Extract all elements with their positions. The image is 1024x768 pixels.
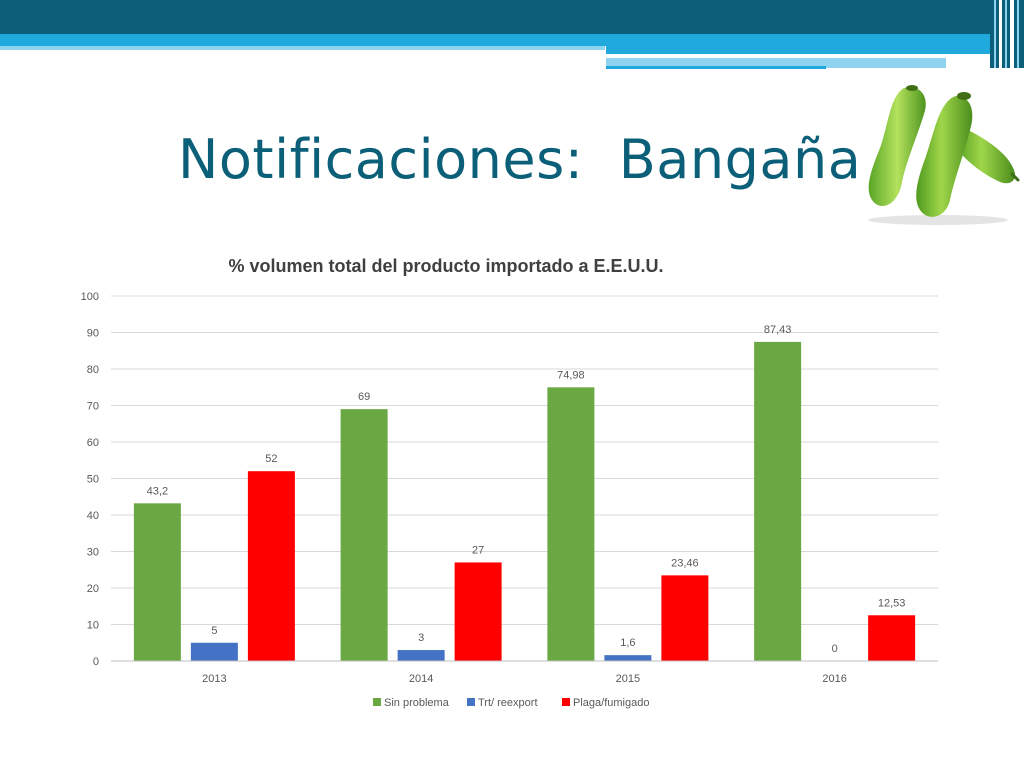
y-tick-label: 50 <box>87 474 99 486</box>
data-label: 1,6 <box>620 637 635 649</box>
data-label: 74,98 <box>557 369 585 381</box>
x-tick-label: 2013 <box>202 673 226 685</box>
bar-chart: % volumen total del producto importado a… <box>81 256 938 709</box>
y-tick-label: 100 <box>81 291 99 303</box>
chart-title: % volumen total del producto importado a… <box>228 256 663 276</box>
y-tick-label: 80 <box>87 364 99 376</box>
data-label: 3 <box>418 632 424 644</box>
bar <box>661 575 709 661</box>
bar <box>397 650 445 661</box>
y-tick-label: 40 <box>87 510 99 522</box>
bar <box>454 562 502 661</box>
data-label: 87,43 <box>764 324 792 336</box>
bar <box>754 341 802 661</box>
y-tick-label: 30 <box>87 547 99 559</box>
data-label: 27 <box>472 544 484 556</box>
legend-swatch <box>373 698 381 706</box>
slide-title: Notificaciones: Bangaña <box>178 128 862 191</box>
y-tick-label: 70 <box>87 401 99 413</box>
data-label: 12,53 <box>878 597 906 609</box>
header-band-right <box>606 46 1024 54</box>
data-label: 43,2 <box>147 485 168 497</box>
x-tick-label: 2015 <box>616 673 640 685</box>
y-tick-label: 0 <box>93 656 99 668</box>
data-label: 52 <box>265 453 277 465</box>
header-band-right-pale <box>606 58 946 68</box>
data-label: 23,46 <box>671 557 699 569</box>
bar <box>868 615 916 661</box>
x-tick-label: 2016 <box>822 673 846 685</box>
header-stripes <box>990 0 1024 68</box>
bar <box>340 409 388 661</box>
y-tick-label: 20 <box>87 583 99 595</box>
header-band-pale <box>0 46 605 50</box>
x-tick-label: 2014 <box>409 673 433 685</box>
bar <box>547 387 595 661</box>
header-band-bright <box>0 34 1024 46</box>
data-label: 69 <box>358 391 370 403</box>
bar <box>190 642 238 661</box>
bar <box>604 655 652 661</box>
y-tick-label: 60 <box>87 437 99 449</box>
legend-swatch <box>467 698 475 706</box>
data-label: 5 <box>211 625 217 637</box>
header-band-dark <box>0 0 1024 34</box>
bottle-gourd-image <box>868 85 1020 225</box>
header-band-right-thin <box>606 66 826 69</box>
bar <box>133 503 181 661</box>
legend-label: Sin problema <box>384 697 450 709</box>
legend-swatch <box>562 698 570 706</box>
legend-label: Plaga/fumigado <box>573 697 649 709</box>
bar <box>247 471 295 661</box>
data-label: 0 <box>832 643 838 655</box>
legend-label: Trt/ reexport <box>478 697 538 709</box>
y-tick-label: 10 <box>87 620 99 632</box>
y-tick-label: 90 <box>87 328 99 340</box>
